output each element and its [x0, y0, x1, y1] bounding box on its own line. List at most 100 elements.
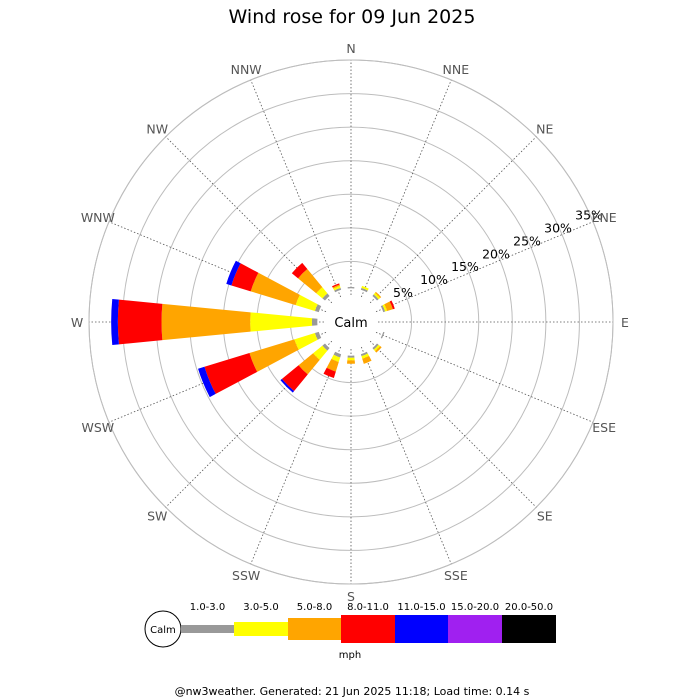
- bar-ene-bin-1: [382, 304, 388, 312]
- direction-label-n: N: [346, 41, 355, 56]
- footer-text: @nw3weather. Generated: 21 Jun 2025 11:1…: [175, 685, 530, 698]
- bar-sw-bin-1: [313, 345, 328, 360]
- direction-label-nw: NW: [146, 121, 168, 136]
- bar-sse-bin-0: [360, 351, 368, 357]
- bar-ne-bin-0: [372, 294, 379, 301]
- bar-ssw-bin-2: [326, 358, 339, 372]
- bar-wsw-bin-0: [314, 331, 322, 340]
- legend-label-3: 8.0-11.0: [347, 602, 389, 613]
- spoke-nnw: [250, 79, 342, 298]
- calm-center: Calm: [324, 295, 378, 349]
- ring-label-10: 10%: [420, 272, 448, 287]
- ring-label-5: 5%: [393, 285, 413, 300]
- bar-se-bin-2: [375, 346, 382, 353]
- calm-label: Calm: [334, 316, 367, 331]
- ring-label-25: 25%: [513, 233, 541, 248]
- bar-w-bin-1: [250, 312, 313, 332]
- chart-title: Wind rose for 09 Jun 2025: [229, 6, 476, 28]
- bar-wsw-bin-4: [198, 366, 216, 398]
- bar-sw-bin-3: [281, 365, 308, 392]
- bar-ene-bin-0: [380, 305, 386, 313]
- legend-swatch-1: [234, 622, 288, 636]
- bar-se-bin-1: [373, 344, 381, 352]
- bar-ne-bin-1: [373, 292, 381, 300]
- spoke-ssw: [250, 346, 342, 565]
- bar-ssw-bin-1: [331, 354, 341, 362]
- direction-label-nne: NNE: [443, 62, 470, 77]
- bar-sse-bin-2: [362, 355, 372, 364]
- legend-swatch-0: [181, 625, 234, 633]
- bar-wnw-bin-3: [231, 263, 259, 292]
- legend-swatch-5: [448, 615, 502, 643]
- direction-label-ene: ENE: [592, 210, 617, 225]
- bar-wsw-bin-1: [294, 333, 318, 350]
- bar-nw-bin-0: [322, 293, 330, 301]
- bar-nnw-bin-3: [332, 283, 340, 288]
- ring-label-15: 15%: [451, 259, 479, 274]
- ring-label-35: 35%: [575, 208, 603, 223]
- bar-ene-bin-3: [389, 300, 395, 310]
- legend-label-2: 5.0-8.0: [297, 602, 332, 613]
- legend-swatch-6: [502, 615, 556, 643]
- direction-label-se: SE: [537, 509, 553, 524]
- bar-nw-bin-2: [298, 269, 323, 294]
- bar-wsw-bin-2: [249, 339, 299, 372]
- legend-label-1: 3.0-5.0: [243, 602, 278, 613]
- direction-label-wnw: WNW: [81, 210, 115, 225]
- bar-w-bin-2: [161, 303, 251, 341]
- ring-label-20: 20%: [482, 246, 510, 261]
- direction-labels: N NNE NE ENE E ESE SE SSE S SSW SW WSW W WNW NW NNW: [71, 41, 629, 604]
- bar-w-bin-0: [311, 318, 318, 326]
- legend-label-5: 15.0-20.0: [451, 602, 499, 613]
- bar-n-bin-0: [347, 286, 355, 289]
- bar-s-bin-0: [347, 355, 355, 358]
- spoke-ne: [369, 136, 537, 304]
- direction-label-ne: NE: [536, 121, 553, 136]
- bar-nnw-bin-0: [334, 287, 342, 293]
- bar-w-bin-3: [117, 299, 163, 345]
- bar-wsw-bin-3: [204, 353, 258, 394]
- bar-ene-bin-2: [384, 301, 393, 311]
- bar-wnw-bin-4: [226, 260, 241, 286]
- direction-label-sse: SSE: [444, 568, 468, 583]
- bar-nnw-bin-1: [333, 285, 341, 291]
- legend-label-4: 11.0-15.0: [397, 602, 445, 613]
- direction-label-wsw: WSW: [82, 420, 115, 435]
- bar-nne-bin-0: [360, 287, 368, 293]
- bar-sse-bin-1: [361, 353, 370, 359]
- ring-percent-labels: 5% 10%15%20%25%30%35%: [393, 208, 603, 300]
- bar-wnw-bin-0: [314, 304, 322, 313]
- bar-nnw-bin-2: [332, 284, 340, 289]
- bar-nne-bin-1: [361, 285, 369, 291]
- bar-ese-bin-0: [380, 331, 385, 339]
- bar-sw-bin-2: [298, 353, 320, 375]
- spoke-ene: [375, 221, 594, 313]
- bar-s-bin-2: [346, 360, 356, 364]
- direction-label-w: W: [71, 315, 83, 330]
- wind-bars: [111, 260, 395, 398]
- spoke-ese: [375, 331, 594, 423]
- bar-s-bin-1: [347, 357, 355, 361]
- direction-label-ssw: SSW: [232, 568, 260, 583]
- bar-w-bin-4: [111, 299, 119, 345]
- direction-label-s: S: [347, 589, 355, 604]
- legend-calm-label: Calm: [150, 625, 176, 636]
- legend-swatch-3: [341, 615, 395, 643]
- bar-ssw-bin-3: [323, 367, 336, 378]
- bar-nw-bin-3: [291, 262, 308, 279]
- bar-se-bin-0: [372, 343, 379, 350]
- direction-label-nnw: NNW: [231, 62, 262, 77]
- speed-legend: Calm mph 1.0-3.0 3.0-5.0 5.0-8.0 8.0-11.0 11…: [144, 602, 556, 661]
- legend-label-0: 1.0-3.0: [190, 602, 225, 613]
- bar-nw-bin-1: [316, 287, 328, 299]
- legend-swatch-2: [288, 618, 341, 640]
- ring-label-30: 30%: [544, 221, 572, 236]
- spoke-nne: [360, 79, 452, 298]
- bar-ssw-bin-0: [333, 351, 342, 358]
- legend-label-6: 20.0-50.0: [505, 602, 553, 613]
- spoke-sse: [360, 346, 452, 565]
- direction-label-ese: ESE: [592, 420, 616, 435]
- bar-wnw-bin-2: [250, 272, 300, 306]
- direction-label-sw: SW: [147, 509, 167, 524]
